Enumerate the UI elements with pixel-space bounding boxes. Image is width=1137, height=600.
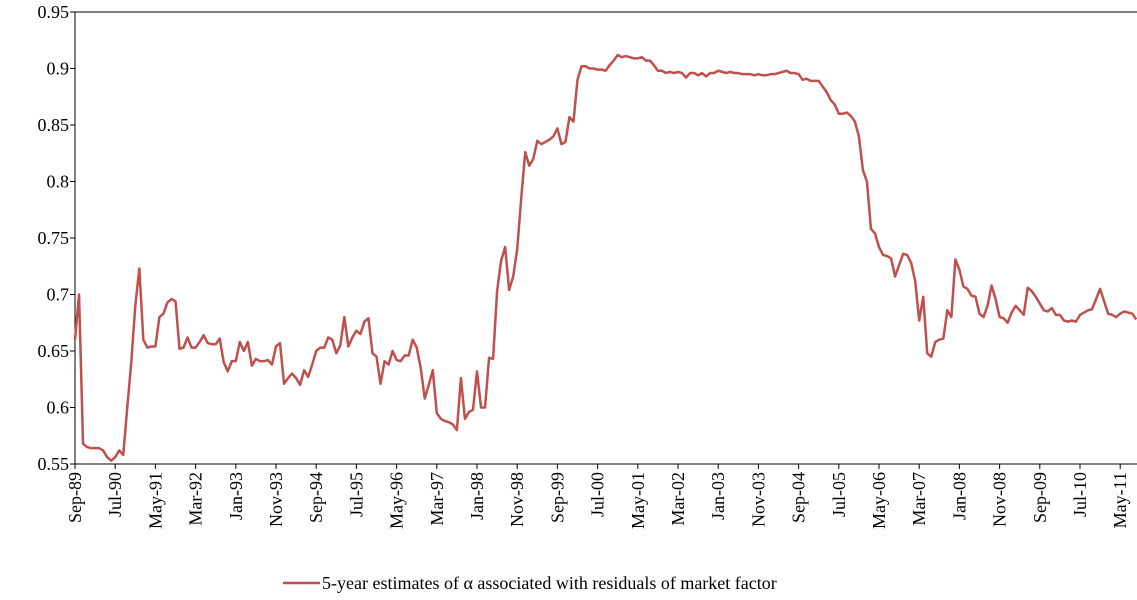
x-tick-label: Mar-02 — [668, 472, 688, 526]
x-tick-label: Mar-07 — [909, 472, 929, 526]
x-tick-label: Nov-98 — [507, 472, 527, 527]
x-tick-label: Jan-93 — [226, 472, 246, 520]
x-tick-label: Nov-03 — [748, 472, 768, 527]
x-tick-label: Jan-08 — [949, 472, 969, 520]
x-tick-label: Sep-94 — [306, 472, 326, 523]
y-tick-label: 0.9 — [47, 59, 70, 79]
x-tick-label: Jul-05 — [829, 472, 849, 517]
x-tick-label: Jul-90 — [105, 472, 125, 517]
x-tick-label: Sep-89 — [65, 472, 85, 523]
x-tick-label: Mar-97 — [427, 472, 447, 526]
x-tick-label: May-11 — [1110, 472, 1130, 528]
x-tick-label: Nov-08 — [990, 472, 1010, 527]
y-tick-label: 0.85 — [38, 115, 70, 135]
y-tick-label: 0.8 — [47, 172, 70, 192]
x-tick-label: May-96 — [387, 472, 407, 529]
x-tick-label: Nov-93 — [266, 472, 286, 527]
x-tick-label: Jan-03 — [708, 472, 728, 520]
x-tick-label: Sep-09 — [1030, 472, 1050, 523]
y-tick-label: 0.55 — [38, 454, 70, 474]
y-tick-label: 0.75 — [38, 228, 70, 248]
x-tick-label: May-06 — [869, 472, 889, 529]
x-tick-label: Jul-10 — [1070, 472, 1090, 517]
x-tick-label: May-91 — [145, 472, 165, 529]
x-tick-label: Jan-98 — [467, 472, 487, 520]
y-tick-label: 0.6 — [47, 398, 70, 418]
y-tick-label: 0.65 — [38, 341, 70, 361]
x-tick-label: Jul-00 — [588, 472, 608, 517]
x-tick-label: May-01 — [628, 472, 648, 529]
x-tick-label: Sep-04 — [789, 472, 809, 523]
x-tick-label: Sep-99 — [547, 472, 567, 523]
series-line — [73, 53, 1137, 462]
y-tick-label: 0.7 — [47, 285, 70, 305]
legend-label: 5-year estimates of α associated with re… — [322, 573, 777, 593]
y-tick-label: 0.95 — [38, 2, 70, 22]
x-tick-label: Jul-95 — [346, 472, 366, 517]
x-tick-label: Mar-92 — [186, 472, 206, 526]
